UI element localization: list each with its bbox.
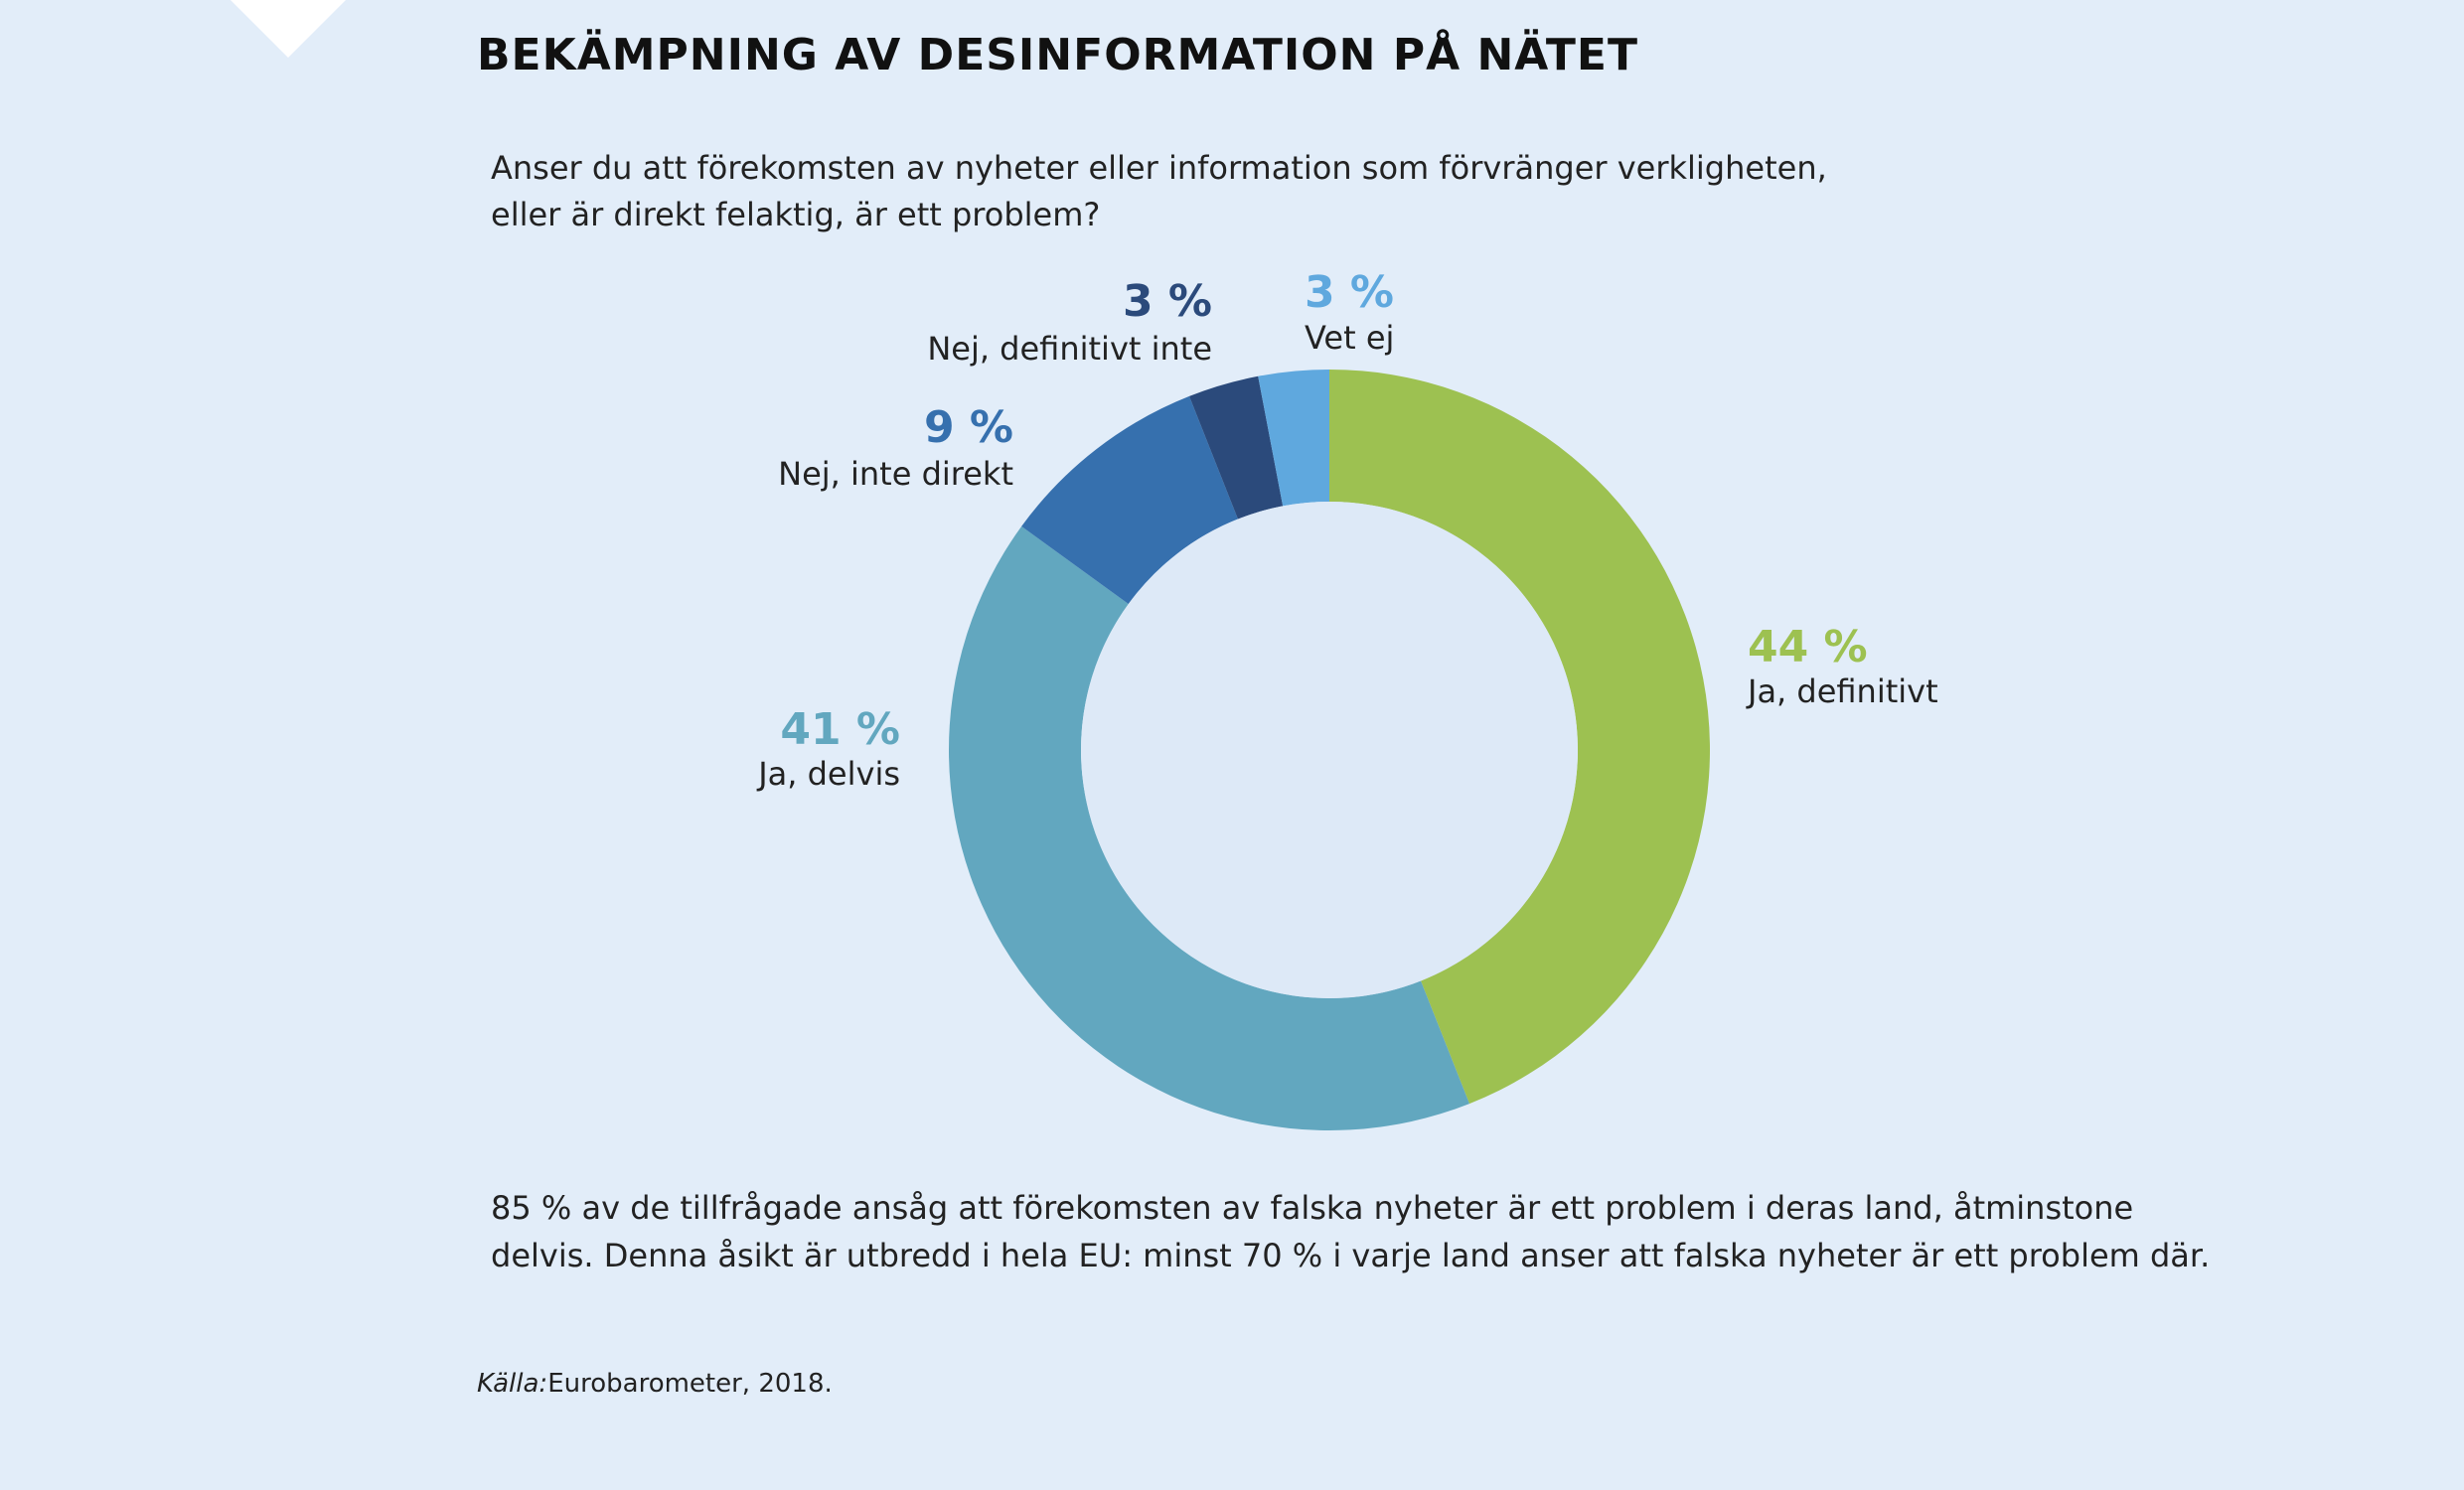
value-label-vet-ej: 3 %	[1305, 267, 1395, 318]
value-label-nej-definitivt-inte: 3 %	[1122, 276, 1212, 327]
value-label-ja-delvis: 41 %	[780, 704, 900, 755]
question-line-1: Anser du att förekomsten av nyheter elle…	[491, 149, 1827, 187]
value-label-ja-definitivt: 44 %	[1748, 622, 1868, 672]
corner-marker	[231, 0, 346, 58]
category-label-nej-inte-direkt: Nej, inte direkt	[778, 455, 1013, 493]
donut-slice-ja-definitivt	[1329, 370, 1711, 1105]
donut-slice-ja-delvis	[949, 525, 1469, 1130]
value-label-nej-inte-direkt: 9 %	[923, 402, 1013, 453]
source-note: Källa:Eurobarometer, 2018.	[477, 1369, 833, 1399]
question-line-2: eller är direkt felaktig, är ett problem…	[491, 196, 1101, 233]
source-text: Eurobarometer, 2018.	[547, 1369, 833, 1399]
summary-line-2: delvis. Denna åsikt är utbredd i hela EU…	[491, 1237, 2211, 1274]
donut-slice-nej-definitivt-inte	[1189, 375, 1284, 520]
donut-hole	[1081, 502, 1578, 998]
donut-slice-nej-inte-direkt	[1021, 395, 1238, 605]
category-label-nej-definitivt-inte: Nej, definitivt inte	[927, 330, 1212, 368]
category-label-ja-definitivt: Ja, definitivt	[1748, 672, 1938, 710]
category-label-vet-ej: Vet ej	[1305, 319, 1395, 357]
donut-slice-vet-ej	[1258, 370, 1329, 507]
source-label: Källa:	[477, 1369, 548, 1399]
summary-line-1: 85 % av de tillfrågade ansåg att förekom…	[491, 1189, 2134, 1227]
category-label-ja-delvis: Ja, delvis	[758, 755, 900, 793]
page-title: BEKÄMPNING AV DESINFORMATION PÅ NÄTET	[477, 30, 1638, 80]
